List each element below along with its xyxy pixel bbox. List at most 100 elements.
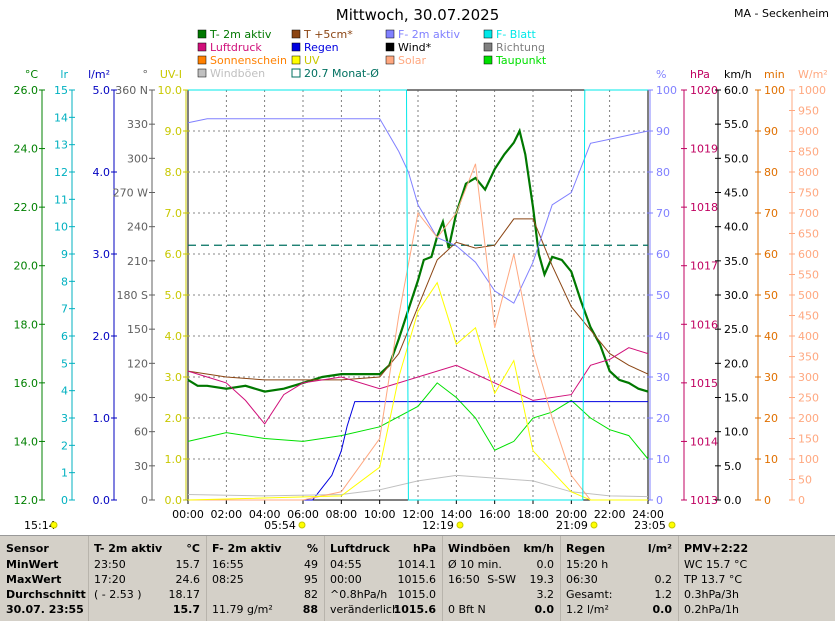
- axis-tick-label: 300: [127, 152, 148, 165]
- legend-swatch: [483, 55, 493, 65]
- axis-tick-label: 26.0: [14, 84, 39, 97]
- stats-row: 08:25 95: [212, 572, 318, 587]
- sun-marker-label: 15:14: [24, 519, 56, 532]
- time-tick-label: 24:00: [632, 508, 664, 521]
- axis-tick-label: 1013: [690, 494, 718, 507]
- stats-cell-label: 11.79 g/m²: [212, 603, 273, 616]
- stats-column: Sensor MinWert MaxWert Durchschnitt 30.07. 2…: [0, 536, 89, 621]
- stats-cell-value: 15.7: [172, 603, 200, 616]
- axis-tick-label: 650: [798, 228, 819, 241]
- stats-cell-extra: S-SW: [487, 573, 516, 586]
- legend-swatch: [197, 68, 207, 78]
- axis-tick-label: 10.0: [158, 84, 183, 97]
- axis-tick-label: 0.0: [724, 494, 742, 507]
- sun-marker-label: 23:05: [634, 519, 666, 532]
- stats-header: Sensor: [6, 541, 82, 556]
- stats-row: 1.2 l/m² 0.0: [566, 602, 672, 617]
- stats-row: 16:55 49: [212, 557, 318, 572]
- axis-tick-label: 5.0: [93, 84, 111, 97]
- axis-tick-label: 2.0: [165, 412, 183, 425]
- time-tick-label: 08:00: [325, 508, 357, 521]
- stats-row: ( - 2.53 ) 18.17: [94, 587, 200, 602]
- stats-header-unit: l/m²: [647, 542, 672, 555]
- axis-tick-label: 30: [656, 371, 670, 384]
- axis-tick-label: 4: [61, 385, 68, 398]
- axis-tick-label: 750: [798, 187, 819, 200]
- sun-icon: [668, 521, 676, 529]
- series-line: [187, 474, 649, 498]
- time-tick-label: 22:00: [594, 508, 626, 521]
- axis-tick-label: 10: [764, 453, 778, 466]
- axis-tick-label: 550: [798, 269, 819, 282]
- axis-tick-label: 8: [61, 275, 68, 288]
- axis-tick-label: 1017: [690, 260, 718, 273]
- time-tick-label: 00:00: [172, 508, 204, 521]
- axis-unit: W/m²: [798, 68, 828, 81]
- stats-column: F- 2m aktiv% 16:55 49 08:25 95 82 11.79 g/m² 88: [206, 536, 325, 621]
- axis-tick-label: 2.0: [93, 330, 111, 343]
- stats-header: T- 2m aktiv °C: [94, 541, 200, 556]
- stats-cell-label: 04:55: [330, 558, 362, 571]
- axis-tick-label: 10: [656, 453, 670, 466]
- axis-tick-label: 1: [61, 467, 68, 480]
- axis-tick-label: 8.0: [165, 166, 183, 179]
- legend-swatch: [385, 42, 395, 52]
- axis-tick-label: 0: [61, 494, 68, 507]
- axis-tick-label: 14.0: [14, 435, 39, 448]
- axis-tick-label: 11: [54, 193, 68, 206]
- axis-tick-label: 20: [656, 412, 670, 425]
- time-tick-label: 18:00: [517, 508, 549, 521]
- axis-tick-label: 1000: [798, 84, 826, 97]
- stats-cell-label: Ø 10 min.: [448, 558, 502, 571]
- stats-row: Gesamt: 1.2: [566, 587, 672, 602]
- axis-tick-label: 1016: [690, 318, 718, 331]
- stats-cell-label: 23:50: [94, 558, 126, 571]
- stats-row: 3.2: [448, 587, 555, 602]
- time-tick-label: 20:00: [555, 508, 587, 521]
- axis-tick-label: 100: [764, 84, 785, 97]
- stats-header: Windböen km/h: [448, 541, 554, 556]
- legend-label: Taupunkt: [495, 54, 547, 67]
- axis-tick-label: 40.0: [724, 221, 749, 234]
- stats-header-unit: km/h: [523, 542, 554, 555]
- axis-tick-label: 0: [764, 494, 771, 507]
- time-tick-label: 06:00: [287, 508, 319, 521]
- stats-cell-value: 18.17: [168, 588, 201, 601]
- axis-tick-label: 10: [54, 221, 68, 234]
- axis-tick-label: 200: [798, 412, 819, 425]
- stats-header-title: F- 2m aktiv: [212, 542, 282, 555]
- stats-column: T- 2m aktiv °C 23:50 15.7 17:20 24.6( - 2.53 …: [88, 536, 207, 621]
- axis-tick-label: 1014: [690, 435, 718, 448]
- axis-tick-label: 3.0: [93, 248, 111, 261]
- stats-header-title: Luftdruck: [330, 542, 390, 555]
- stats-cell-label: 17:20: [94, 573, 126, 586]
- axis-tick-label: 50: [656, 289, 670, 302]
- axis-tick-label: 900: [798, 125, 819, 138]
- legend-swatch: [483, 29, 493, 39]
- stats-cell-value: 95: [304, 573, 318, 586]
- stats-row: 06:30 0.2: [566, 572, 672, 587]
- axis-tick-label: 350: [798, 351, 819, 364]
- stats-cell-label: MaxWert: [6, 573, 62, 586]
- sun-icon: [456, 521, 464, 529]
- axis-tick-label: 7.0: [165, 207, 183, 220]
- axis-unit: %: [656, 68, 666, 81]
- axis-tick-label: 4.0: [93, 166, 111, 179]
- axis-tick-label: 20: [764, 412, 778, 425]
- axis-tick-label: 1018: [690, 201, 718, 214]
- axis-tick-label: 100: [656, 84, 677, 97]
- axis-tick-label: 800: [798, 166, 819, 179]
- axis-unit: °C: [25, 68, 39, 81]
- axis-tick-label: 12.0: [14, 494, 39, 507]
- stats-row: MaxWert: [6, 572, 82, 587]
- axis-tick-label: 40: [656, 330, 670, 343]
- legend-label: Luftdruck: [210, 41, 262, 54]
- stats-cell-value: 0.0: [534, 603, 555, 616]
- axis-tick-label: 60: [764, 248, 778, 261]
- axis-tick-label: 850: [798, 146, 819, 159]
- chart-title: Mittwoch, 30.07.2025: [335, 6, 500, 24]
- stats-header-unit: °C: [186, 542, 200, 555]
- axis-tick-label: 30.0: [724, 289, 749, 302]
- weather-chart: °C26.024.022.020.018.016.014.012.0lr1514…: [14, 28, 828, 532]
- stats-cell-label: 0 Bft N: [448, 603, 486, 616]
